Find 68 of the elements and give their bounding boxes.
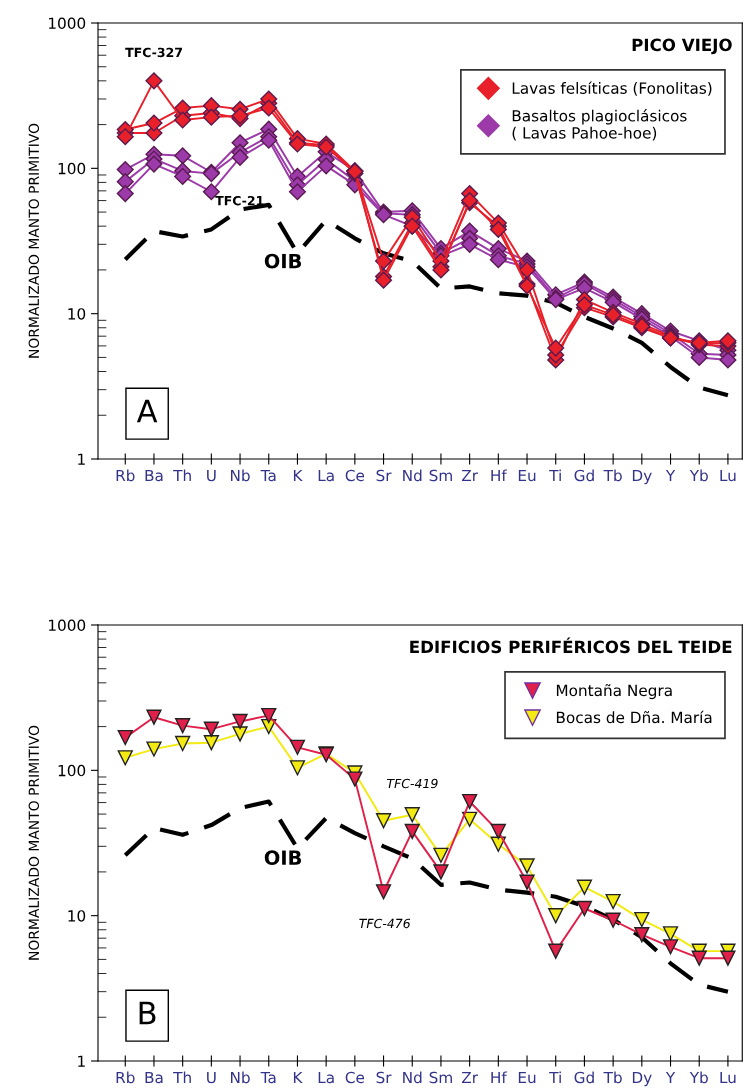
x-tick-label: Hf	[491, 469, 508, 482]
x-tick-label: Sr	[376, 1071, 392, 1084]
y-tick-label: 1000	[48, 17, 86, 30]
x-tick-label: K	[293, 1071, 303, 1084]
x-tick-label: Ce	[345, 469, 365, 482]
x-tick-label: Zr	[461, 469, 479, 482]
x-tick-label: Nb	[230, 469, 250, 482]
x-tick-label: Ce	[345, 1071, 365, 1084]
x-tick-label: Th	[173, 1071, 191, 1084]
annotation: TFC-476	[359, 918, 411, 929]
x-tick-label: Lu	[720, 469, 736, 482]
y-tick-label: 10	[68, 308, 86, 320]
y-axis-title: NORMALIZADO MANTO PRIMITIVO	[28, 725, 40, 960]
x-tick-label: Eu	[518, 469, 536, 482]
x-tick-label: Ta	[260, 1071, 276, 1084]
y-tick-label: 100	[58, 162, 86, 175]
x-tick-label: Y	[665, 1071, 676, 1084]
x-tick-label: Yb	[689, 469, 708, 482]
x-tick-label: Zr	[461, 1071, 479, 1084]
x-tick-label: Dy	[632, 469, 652, 485]
legend-label: Basaltos plagioclásicos ( Lavas Pahoe-hoe)	[512, 109, 687, 141]
x-tick-label: Rb	[116, 1071, 135, 1084]
annotation: TFC-327	[125, 47, 182, 58]
x-tick-label: Nb	[230, 1071, 250, 1084]
x-tick-label: Th	[173, 469, 191, 482]
x-tick-label: Sr	[376, 469, 392, 482]
y-tick-label: 10	[68, 910, 86, 922]
legend-label: Bocas de Dña. María	[556, 710, 712, 724]
text: EDIFICIOS PERIFÉRICOS DEL TEIDE	[410, 637, 732, 654]
series-label: OIB	[264, 253, 302, 269]
x-tick-label: Ti	[549, 1071, 561, 1084]
y-tick-label: 1	[78, 453, 85, 465]
x-tick-label: Tb	[603, 1071, 622, 1084]
x-tick-label: Sm	[429, 469, 452, 482]
x-tick-label: Eu	[518, 1071, 536, 1084]
x-tick-label: Lu	[720, 1071, 736, 1084]
x-tick-label: Gd	[574, 469, 594, 482]
x-tick-label: Ba	[145, 469, 163, 482]
x-tick-label: Dy	[632, 1071, 652, 1087]
annotation: TFC-419	[386, 778, 438, 789]
x-tick-label: Gd	[574, 1071, 594, 1084]
x-tick-label: U	[207, 1071, 216, 1084]
x-tick-label: Y	[665, 469, 676, 482]
annotation: TFC-21	[215, 195, 264, 206]
x-tick-label: K	[293, 469, 303, 482]
x-tick-label: U	[207, 469, 216, 482]
y-tick-label: 1	[78, 1055, 85, 1067]
x-tick-label: Ta	[260, 469, 276, 482]
x-tick-label: Nd	[403, 469, 422, 482]
x-tick-label: Hf	[491, 1071, 508, 1084]
annotation: A	[136, 399, 158, 423]
x-tick-label: Rb	[116, 469, 135, 482]
legend-label: Lavas felsíticas (Fonolitas)	[512, 81, 712, 96]
x-tick-label: Ba	[145, 1071, 163, 1084]
x-tick-label: La	[318, 1071, 334, 1084]
x-tick-label: Yb	[689, 1071, 708, 1084]
text: PICO VIEJO	[632, 38, 732, 55]
y-axis-title: NORMALIZADO MANTO PRIMITIVO	[28, 123, 40, 358]
x-tick-label: Tb	[603, 469, 622, 482]
x-tick-label: Ti	[549, 469, 561, 482]
annotation: B	[139, 1001, 156, 1025]
y-tick-label: 1000	[48, 619, 86, 632]
series-label: OIB	[264, 850, 302, 866]
x-tick-label: Sm	[429, 1071, 452, 1084]
legend-label: Montaña Negra	[556, 684, 672, 700]
x-tick-label: La	[318, 469, 334, 482]
x-tick-label: Nd	[403, 1071, 422, 1084]
y-tick-label: 100	[58, 764, 86, 777]
